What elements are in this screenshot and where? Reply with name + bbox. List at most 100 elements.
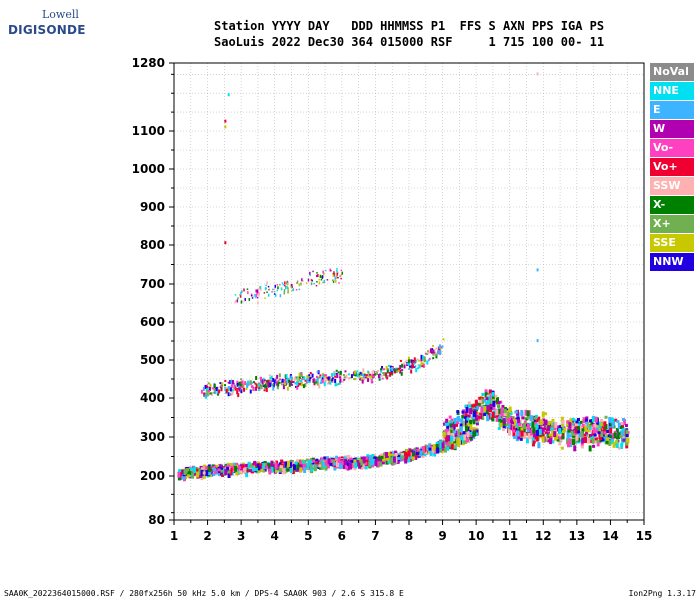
- echo-point: [568, 438, 572, 445]
- echo-point: [332, 272, 334, 275]
- echo-point: [236, 390, 239, 395]
- echo-point: [185, 472, 189, 476]
- echo-point: [307, 278, 310, 282]
- echo-point: [411, 452, 415, 456]
- echo-point: [277, 382, 280, 387]
- echo-point: [354, 370, 357, 375]
- legend-item-ssw: SSW: [650, 177, 694, 195]
- echo-point: [515, 435, 519, 442]
- legend-item-vominus: Vo-: [650, 139, 694, 157]
- echo-point: [453, 440, 457, 444]
- echo-point: [380, 455, 384, 459]
- echo-point: [577, 421, 581, 428]
- echo-point: [401, 452, 405, 456]
- echo-point: [333, 464, 337, 471]
- echo-point: [516, 430, 520, 437]
- echo-point: [624, 424, 628, 428]
- echo-point: [267, 463, 271, 467]
- echo-point: [499, 400, 503, 404]
- echo-point: [276, 289, 278, 292]
- echo-point: [359, 378, 362, 381]
- echo-point: [249, 389, 252, 394]
- echo-point: [216, 464, 220, 468]
- echo-point: [303, 376, 306, 381]
- echo-point: [590, 418, 594, 425]
- echo-point: [612, 441, 616, 448]
- echo-point: [400, 457, 404, 461]
- echo-point: [494, 394, 498, 398]
- echo-point: [335, 372, 338, 375]
- echo-point: [420, 357, 423, 362]
- echo-point: [604, 426, 608, 430]
- echo-point: [294, 377, 297, 380]
- echo-point: [571, 417, 575, 421]
- echo-point: [406, 362, 409, 365]
- echo-point: [306, 378, 309, 383]
- echo-point: [270, 466, 274, 473]
- echo-point: [438, 446, 442, 453]
- echo-point: [279, 294, 282, 298]
- echo-point: [273, 379, 276, 384]
- echo-point: [508, 406, 512, 413]
- echo-point: [374, 371, 377, 376]
- echo-point: [209, 471, 213, 475]
- echo-point: [315, 461, 319, 465]
- echo-point: [343, 376, 346, 379]
- echo-point: [375, 371, 378, 376]
- echo-point: [569, 418, 573, 425]
- echo-point: [310, 282, 313, 286]
- echo-point: [255, 289, 257, 293]
- echo-point: [347, 373, 350, 376]
- echo-point: [270, 460, 274, 467]
- echo-point: [323, 456, 327, 460]
- echo-point: [520, 409, 524, 416]
- echo-point: [580, 426, 584, 433]
- echo-point: [591, 437, 595, 444]
- echo-point: [561, 430, 565, 434]
- echo-point: [458, 438, 462, 445]
- echo-point: [454, 430, 458, 437]
- echo-point: [209, 392, 212, 395]
- echo-point: [232, 380, 235, 385]
- echo-point: [481, 405, 485, 412]
- echo-point: [389, 457, 393, 464]
- echo-point: [495, 409, 499, 416]
- echo-point: [203, 392, 206, 395]
- echo-point: [295, 289, 298, 291]
- echo-point: [361, 376, 364, 379]
- y-tick-label: 800: [140, 238, 165, 252]
- echo-point: [291, 466, 295, 470]
- echo-point: [625, 434, 629, 438]
- echo-point: [617, 446, 621, 450]
- echo-point: [423, 453, 427, 457]
- echo-point: [230, 379, 233, 384]
- echo-point: [360, 378, 363, 381]
- echo-point: [366, 376, 369, 379]
- echo-point: [288, 382, 291, 387]
- echo-point: [312, 378, 315, 383]
- echo-point: [316, 281, 318, 283]
- echo-point: [395, 367, 398, 370]
- echo-point: [419, 450, 423, 457]
- echo-point: [302, 384, 305, 389]
- echo-point: [336, 272, 338, 276]
- echo-point: [263, 389, 266, 392]
- echo-point: [553, 431, 557, 438]
- echo-point: [298, 374, 301, 379]
- echo-point: [215, 387, 218, 392]
- echo-point: [569, 434, 573, 438]
- echo-point: [337, 276, 339, 279]
- echo-point: [269, 376, 272, 379]
- echo-point: [299, 383, 302, 386]
- echo-point: [266, 291, 268, 293]
- echo-point: [300, 379, 303, 384]
- echo-point: [260, 377, 263, 382]
- echo-point: [443, 446, 447, 453]
- echo-point: [551, 418, 555, 422]
- echo-point: [541, 411, 545, 418]
- echo-point: [343, 456, 347, 460]
- echo-point: [382, 368, 385, 371]
- echo-point: [305, 458, 309, 462]
- echo-point: [214, 390, 217, 395]
- y-tick-label: 80: [148, 513, 165, 527]
